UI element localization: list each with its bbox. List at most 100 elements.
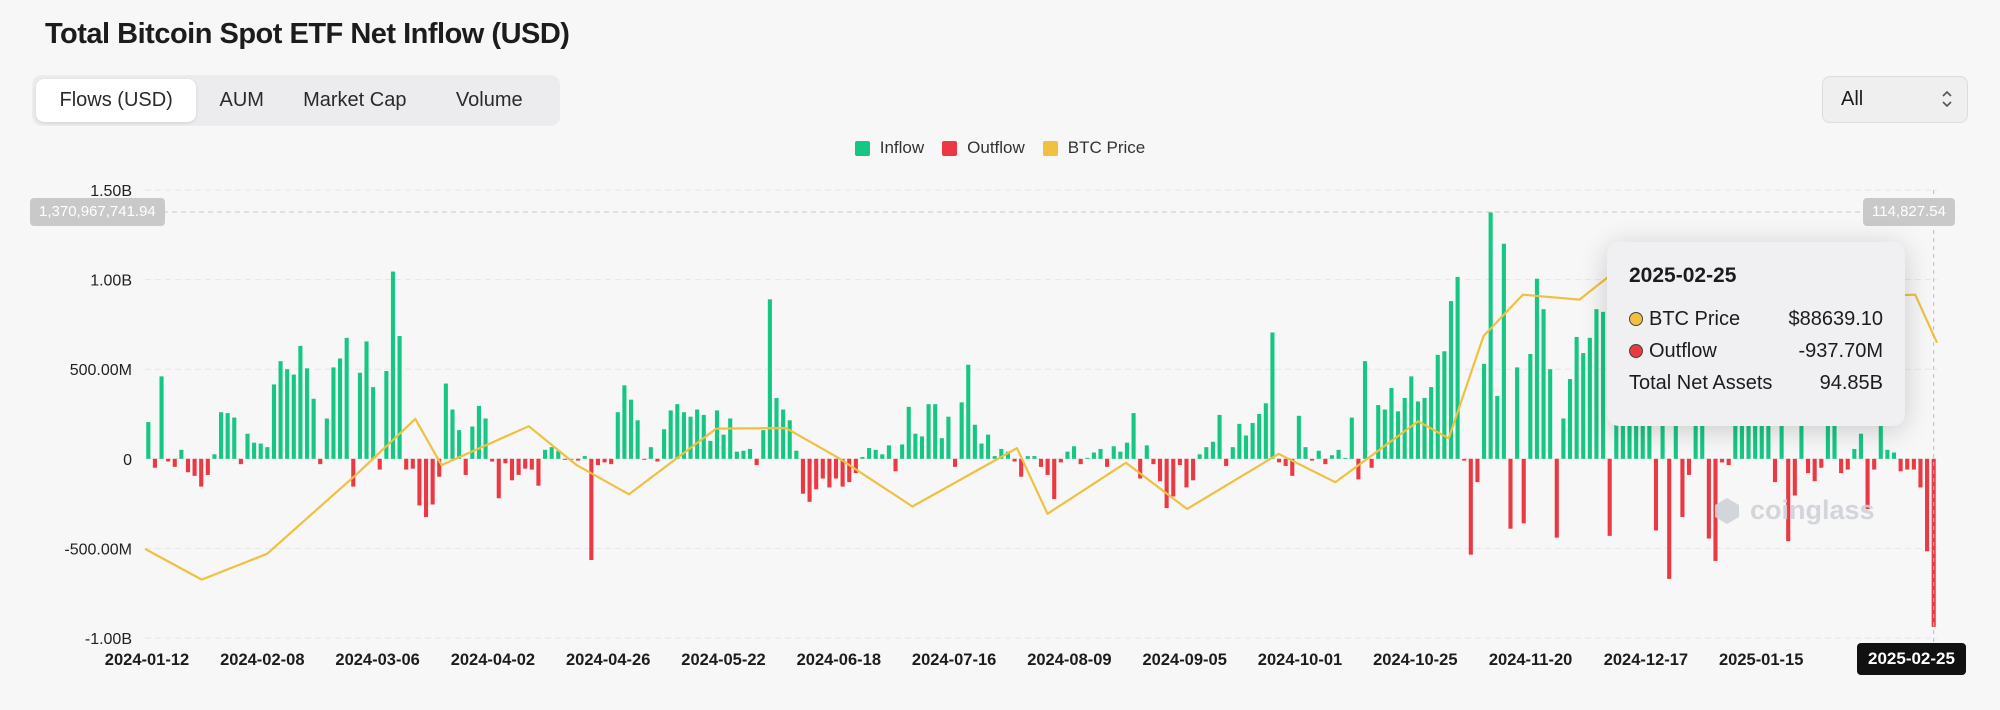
inflow-bar[interactable] — [344, 337, 349, 459]
inflow-bar[interactable] — [212, 454, 217, 459]
outflow-bar[interactable] — [1277, 458, 1282, 463]
inflow-bar[interactable] — [695, 409, 700, 459]
outflow-bar[interactable] — [1310, 458, 1315, 461]
inflow-bar[interactable] — [681, 412, 686, 459]
outflow-bar[interactable] — [238, 458, 243, 465]
inflow-bar[interactable] — [1515, 367, 1520, 459]
outflow-bar[interactable] — [192, 458, 197, 476]
inflow-bar[interactable] — [1429, 387, 1434, 459]
outflow-bar[interactable] — [952, 458, 958, 467]
inflow-bar[interactable] — [1362, 361, 1368, 459]
inflow-bar[interactable] — [946, 416, 951, 459]
outflow-bar[interactable] — [1177, 458, 1182, 466]
outflow-bar[interactable] — [1164, 458, 1169, 509]
inflow-bar[interactable] — [218, 412, 224, 459]
outflow-bar[interactable] — [1786, 458, 1791, 542]
inflow-bar[interactable] — [331, 367, 336, 459]
outflow-bar[interactable] — [1019, 458, 1024, 477]
inflow-bar[interactable] — [1634, 394, 1639, 459]
outflow-bar[interactable] — [205, 458, 210, 475]
outflow-bar[interactable] — [1918, 458, 1923, 488]
outflow-bar[interactable] — [1607, 458, 1612, 536]
inflow-bar[interactable] — [311, 398, 316, 459]
inflow-bar[interactable] — [1329, 455, 1335, 459]
inflow-bar[interactable] — [1204, 447, 1209, 459]
inflow-bar[interactable] — [860, 457, 865, 459]
outflow-bar[interactable] — [814, 458, 819, 490]
inflow-bar[interactable] — [384, 370, 389, 459]
inflow-bar[interactable] — [986, 434, 991, 459]
inflow-bar[interactable] — [1303, 447, 1308, 459]
inflow-bar[interactable] — [761, 430, 766, 459]
inflow-bar[interactable] — [622, 385, 627, 459]
outflow-bar[interactable] — [1323, 458, 1328, 465]
outflow-bar[interactable] — [1045, 458, 1050, 475]
inflow-bar[interactable] — [966, 364, 971, 459]
inflow-bar[interactable] — [1852, 448, 1857, 459]
inflow-bar[interactable] — [357, 372, 362, 459]
outflow-bar[interactable] — [529, 458, 534, 470]
inflow-bar[interactable] — [1574, 336, 1579, 459]
outflow-bar[interactable] — [404, 458, 409, 470]
outflow-bar[interactable] — [1686, 458, 1692, 475]
outflow-bar[interactable] — [1905, 458, 1910, 470]
inflow-bar[interactable] — [159, 376, 164, 459]
outflow-bar[interactable] — [172, 458, 177, 467]
outflow-bar[interactable] — [655, 458, 660, 462]
outflow-bar[interactable] — [1508, 458, 1513, 529]
outflow-bar[interactable] — [1720, 458, 1725, 463]
outflow-bar[interactable] — [1356, 458, 1361, 480]
outflow-bar[interactable] — [1157, 458, 1163, 482]
inflow-bar[interactable] — [1561, 418, 1566, 459]
inflow-bar[interactable] — [1567, 379, 1573, 459]
inflow-bar[interactable] — [450, 409, 455, 459]
inflow-bar[interactable] — [648, 447, 653, 459]
inflow-bar[interactable] — [569, 458, 574, 460]
inflow-bar[interactable] — [225, 413, 230, 459]
inflow-bar[interactable] — [1263, 403, 1268, 459]
outflow-bar[interactable] — [185, 458, 191, 473]
outflow-bar[interactable] — [1898, 458, 1903, 472]
inflow-bar[interactable] — [1376, 405, 1381, 459]
outflow-bar[interactable] — [827, 458, 832, 488]
inflow-bar[interactable] — [1230, 447, 1235, 459]
tab-market-cap[interactable]: Market Cap — [303, 89, 407, 111]
inflow-bar[interactable] — [781, 409, 786, 459]
outflow-bar[interactable] — [840, 458, 845, 487]
inflow-bar[interactable] — [1885, 449, 1890, 459]
inflow-bar[interactable] — [338, 358, 343, 459]
inflow-bar[interactable] — [1382, 409, 1387, 459]
inflow-bar[interactable] — [741, 450, 746, 459]
outflow-bar[interactable] — [1078, 458, 1083, 465]
inflow-bar[interactable] — [1316, 450, 1321, 459]
inflow-bar[interactable] — [734, 451, 739, 459]
inflow-bar[interactable] — [443, 383, 448, 459]
outflow-bar[interactable] — [318, 458, 323, 465]
outflow-bar[interactable] — [1105, 458, 1110, 467]
outflow-bar[interactable] — [351, 458, 356, 487]
inflow-bar[interactable] — [245, 433, 250, 459]
inflow-bar[interactable] — [1197, 454, 1202, 459]
outflow-bar[interactable] — [423, 458, 429, 518]
outflow-bar[interactable] — [1806, 458, 1811, 474]
tab-volume[interactable]: Volume — [455, 89, 523, 111]
tab-flows-usd[interactable]: Flows (USD) — [36, 79, 197, 122]
inflow-bar[interactable] — [1534, 278, 1539, 459]
outflow-bar[interactable] — [166, 458, 171, 462]
inflow-bar[interactable] — [1548, 369, 1553, 459]
outflow-bar[interactable] — [1151, 458, 1156, 465]
inflow-bar[interactable] — [324, 418, 329, 459]
outflow-bar[interactable] — [1138, 458, 1143, 479]
outflow-bar[interactable] — [1839, 458, 1844, 474]
inflow-bar[interactable] — [483, 418, 488, 459]
inflow-bar[interactable] — [1098, 448, 1103, 459]
outflow-bar[interactable] — [199, 458, 204, 487]
outflow-bar[interactable] — [1653, 458, 1659, 531]
outflow-bar[interactable] — [893, 458, 898, 472]
outflow-bar[interactable] — [1171, 458, 1176, 497]
outflow-bar[interactable] — [503, 458, 508, 464]
inflow-bar[interactable] — [1581, 353, 1586, 459]
inflow-bar[interactable] — [900, 444, 905, 459]
inflow-bar[interactable] — [1858, 433, 1864, 459]
inflow-bar[interactable] — [298, 345, 303, 459]
